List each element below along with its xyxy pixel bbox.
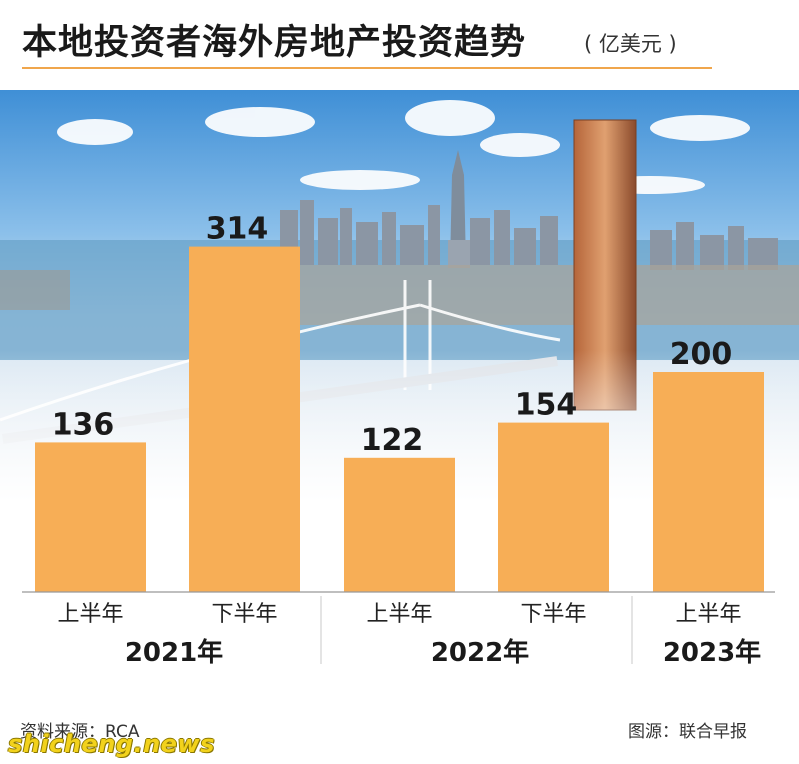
bar-1 (189, 246, 300, 592)
bars-layer (35, 246, 764, 592)
chart-title: 本地投资者海外房地产投资趋势 (22, 23, 527, 63)
watermark: shicheng.news (8, 730, 215, 758)
value-label-2: 122 (361, 423, 424, 458)
category-label-1: 下半年 (211, 602, 277, 627)
chart-unit: ( 亿美元 ) (584, 32, 677, 56)
category-label-2: 上半年 (366, 602, 432, 627)
category-label-3: 下半年 (520, 602, 586, 627)
category-label-4: 上半年 (675, 602, 741, 627)
category-labels-layer: 上半年 下半年 上半年 下半年 上半年 (57, 602, 741, 627)
data-source: 资料来源：RCA (20, 722, 140, 742)
value-label-0: 136 (52, 407, 115, 442)
year-label-2: 2023年 (663, 637, 761, 668)
value-label-4: 200 (670, 337, 733, 372)
bar-3 (498, 422, 609, 592)
value-labels-layer: 136 314 122 154 200 (52, 212, 733, 458)
year-label-0: 2021年 (125, 637, 223, 668)
value-label-3: 154 (515, 388, 578, 423)
value-label-1: 314 (206, 212, 269, 247)
bar-2 (344, 457, 455, 592)
year-label-1: 2022年 (431, 637, 529, 668)
bar-4 (653, 372, 764, 592)
image-credit: 图源：联合早报 (628, 722, 747, 742)
category-label-0: 上半年 (57, 602, 123, 627)
title-underline (22, 67, 712, 69)
bar-0 (35, 442, 146, 592)
year-labels-layer: 2021年 2022年 2023年 (125, 637, 761, 668)
